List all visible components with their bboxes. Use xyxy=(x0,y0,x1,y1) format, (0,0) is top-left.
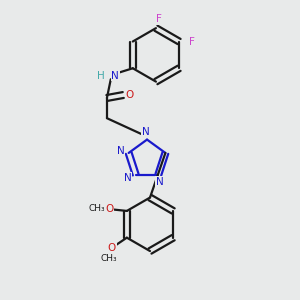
Text: CH₃: CH₃ xyxy=(101,254,117,263)
Text: N: N xyxy=(142,128,149,137)
Text: N: N xyxy=(111,71,119,81)
Text: O: O xyxy=(108,243,116,253)
Text: H: H xyxy=(97,71,105,81)
Text: F: F xyxy=(189,37,194,46)
Text: N: N xyxy=(124,172,132,182)
Text: O: O xyxy=(105,204,113,214)
Text: N: N xyxy=(156,177,164,187)
Text: O: O xyxy=(125,90,133,100)
Text: CH₃: CH₃ xyxy=(89,204,105,213)
Text: F: F xyxy=(156,14,162,24)
Text: N: N xyxy=(117,146,125,156)
